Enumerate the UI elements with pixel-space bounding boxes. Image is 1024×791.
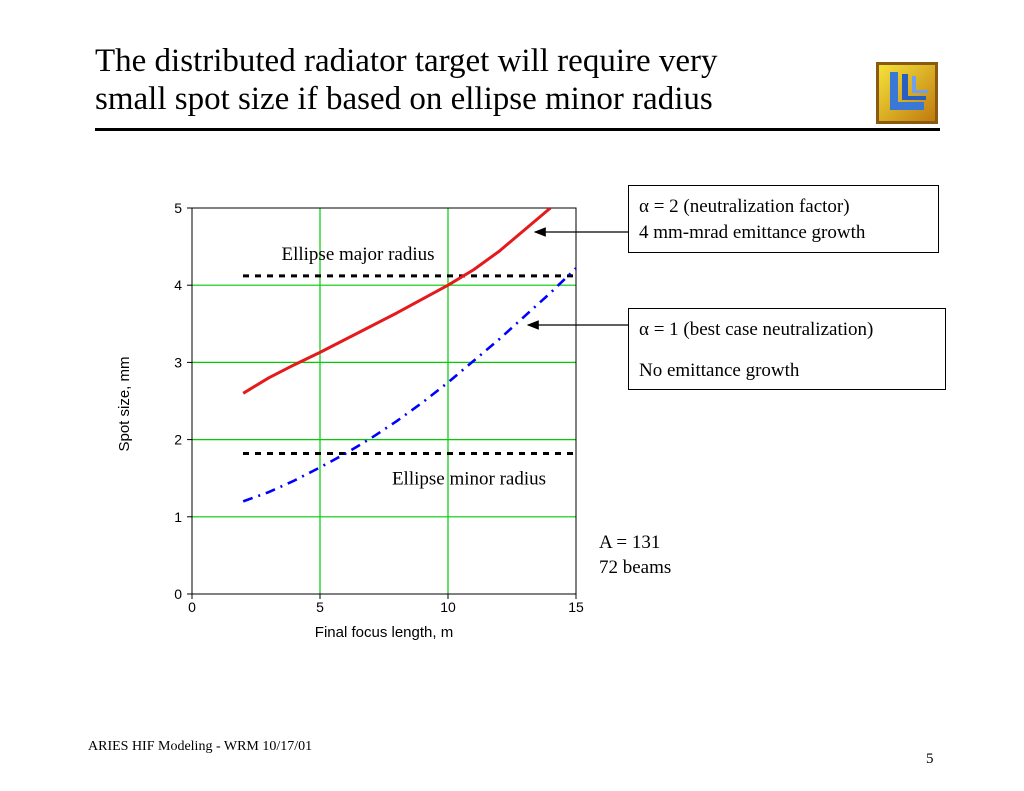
y-tick-label: 5 xyxy=(174,200,182,216)
slide-footer: ARIES HIF Modeling - WRM 10/17/01 xyxy=(88,739,313,754)
chart-grid xyxy=(192,208,576,594)
y-tick-label: 1 xyxy=(174,509,182,525)
callout-arrows xyxy=(526,227,628,330)
y-tick-label: 2 xyxy=(174,432,182,448)
x-tick-label: 5 xyxy=(316,599,324,615)
y-tick-label: 0 xyxy=(174,586,182,602)
x-axis-label: Final focus length, m xyxy=(315,624,453,641)
note-line2: 72 beams xyxy=(599,557,672,578)
callout-alpha2: α = 2 (neutralization factor) 4 mm-mrad … xyxy=(628,185,939,253)
reference-lines: Ellipse major radius Ellipse minor radius xyxy=(243,244,576,489)
page-number: 5 xyxy=(926,751,934,767)
title-divider xyxy=(95,128,940,131)
slide-title: The distributed radiator target will req… xyxy=(95,42,815,118)
series-line-1 xyxy=(242,206,552,395)
callout-alpha2-line1: α = 2 (neutralization factor) xyxy=(639,196,850,217)
plot-frame xyxy=(191,207,577,595)
llnl-logo-icon xyxy=(876,62,938,124)
callout-alpha1-line1: α = 1 (best case neutralization) xyxy=(639,319,874,340)
note-line1: A = 131 xyxy=(599,532,661,553)
slide-title-line2: small spot size if based on ellipse mino… xyxy=(95,81,713,117)
callout-alpha2-line2: 4 mm-mrad emittance growth xyxy=(639,222,866,243)
x-tick-label: 15 xyxy=(568,599,584,615)
x-tick-label: 10 xyxy=(440,599,456,615)
data-series xyxy=(242,206,577,503)
slide-title-line1: The distributed radiator target will req… xyxy=(95,43,718,79)
reference-label-minor: Ellipse minor radius xyxy=(392,468,546,489)
reference-label-major: Ellipse major radius xyxy=(281,244,434,265)
axis-ticks: 0 5 10 15 0 1 2 3 4 5 xyxy=(174,200,584,615)
beam-parameters-note: A = 131 72 beams xyxy=(599,530,671,580)
callout-alpha1: α = 1 (best case neutralization) No emit… xyxy=(628,308,946,390)
y-axis-label: Spot size, mm xyxy=(116,356,133,451)
series-line-2 xyxy=(242,267,577,503)
callout-alpha1-line2: No emittance growth xyxy=(639,360,800,381)
y-tick-label: 3 xyxy=(174,354,182,370)
x-tick-label: 0 xyxy=(188,599,196,615)
y-tick-label: 4 xyxy=(174,277,182,293)
